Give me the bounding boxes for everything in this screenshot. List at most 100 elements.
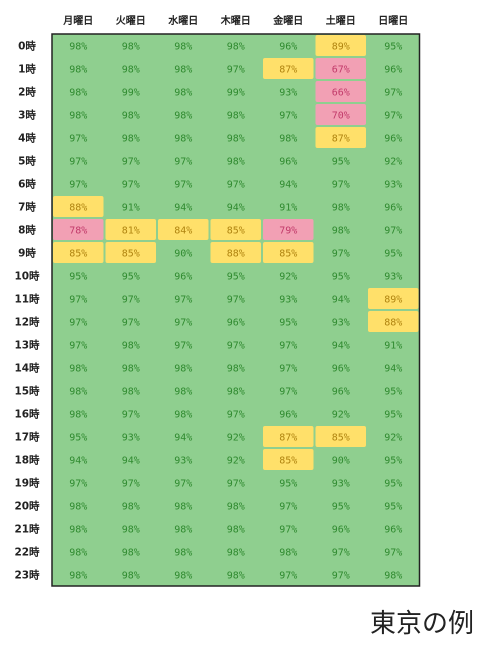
heatmap-cell-highlight [263, 219, 314, 240]
heatmap-cell-value: 92% [227, 433, 245, 444]
row-label: 19時 [14, 477, 40, 490]
heatmap-cell-value: 95% [279, 479, 297, 490]
row-label: 15時 [14, 385, 40, 398]
heatmap-cell-value: 95% [69, 272, 87, 283]
heatmap-cell-value: 81% [122, 226, 140, 237]
row-label: 4時 [18, 132, 36, 145]
heatmap-cell-value: 96% [384, 65, 402, 76]
heatmap-cell-value: 97% [69, 341, 87, 352]
heatmap-cell-value: 97% [279, 341, 297, 352]
heatmap-cell-value: 98% [122, 548, 140, 559]
heatmap-cell-value: 67% [332, 65, 350, 76]
heatmap-cell-value: 98% [174, 364, 192, 375]
heatmap-cell-value: 93% [384, 180, 402, 191]
heatmap-cell-value: 66% [332, 88, 350, 99]
heatmap-cell-value: 97% [69, 295, 87, 306]
heatmap-cell-value: 97% [122, 180, 140, 191]
heatmap-cell-value: 99% [227, 88, 245, 99]
heatmap-cell-value: 94% [174, 433, 192, 444]
heatmap-cell-value: 98% [227, 387, 245, 398]
heatmap-cell-value: 98% [279, 134, 297, 145]
row-label: 7時 [18, 201, 36, 214]
heatmap-cell-value: 98% [279, 548, 297, 559]
heatmap-cell-value: 99% [122, 88, 140, 99]
heatmap-cell-value: 93% [279, 295, 297, 306]
caption-text: 東京の例 [369, 609, 474, 639]
heatmap-cell-value: 92% [384, 157, 402, 168]
column-header: 土曜日 [326, 14, 356, 27]
heatmap-cell-highlight [315, 127, 366, 148]
row-label: 6時 [18, 178, 36, 191]
column-header: 水曜日 [167, 14, 198, 27]
heatmap-cell-value: 95% [122, 272, 140, 283]
row-label: 17時 [14, 431, 40, 444]
heatmap-cell-value: 87% [279, 433, 297, 444]
heatmap-cell-value: 98% [69, 65, 87, 76]
heatmap-cell-value: 98% [174, 525, 192, 536]
heatmap-cell-value: 97% [69, 180, 87, 191]
row-label: 9時 [18, 247, 36, 260]
heatmap-cell-value: 95% [332, 272, 350, 283]
heatmap-cell-value: 97% [227, 341, 245, 352]
heatmap-cell-highlight [315, 58, 366, 79]
column-header: 金曜日 [272, 14, 303, 27]
heatmap-cell-value: 98% [122, 42, 140, 53]
heatmap-border [51, 33, 421, 587]
heatmap-cell-value: 98% [69, 111, 87, 122]
heatmap-cell-value: 92% [279, 272, 297, 283]
heatmap-cell-value: 88% [69, 203, 87, 214]
heatmap-cell-highlight [263, 58, 314, 79]
row-label: 11時 [14, 293, 40, 306]
heatmap-cell-value: 98% [122, 134, 140, 145]
heatmap-cell-value: 98% [174, 134, 192, 145]
heatmap-cell-value: 94% [174, 203, 192, 214]
heatmap-cell-value: 85% [279, 456, 297, 467]
heatmap-cell-value: 94% [69, 456, 87, 467]
row-label: 14時 [14, 362, 40, 375]
heatmap-cell-value: 97% [174, 341, 192, 352]
heatmap-cell-value: 96% [384, 525, 402, 536]
heatmap-cell-value: 98% [69, 42, 87, 53]
row-label: 23時 [14, 569, 40, 582]
row-label: 20時 [14, 500, 40, 513]
row-label: 0時 [18, 40, 36, 53]
heatmap-cell-value: 98% [174, 410, 192, 421]
heatmap-cell-value: 98% [227, 111, 245, 122]
heatmap-cell-value: 94% [279, 180, 297, 191]
heatmap-cell-value: 90% [332, 456, 350, 467]
heatmap-cell-value: 97% [174, 157, 192, 168]
heatmap-cell-value: 89% [332, 42, 350, 53]
heatmap-cell-value: 97% [279, 502, 297, 513]
heatmap-cell-highlight [53, 242, 104, 263]
heatmap-cell-value: 97% [69, 134, 87, 145]
heatmap-cell-value: 94% [384, 364, 402, 375]
heatmap-cell-highlight [315, 81, 366, 102]
heatmap-cell-value: 98% [227, 571, 245, 582]
heatmap-cell-value: 98% [69, 410, 87, 421]
heatmap-cell-value: 95% [384, 479, 402, 490]
heatmap-cell-value: 97% [174, 479, 192, 490]
heatmap-cell-value: 97% [122, 157, 140, 168]
heatmap-cell-value: 89% [384, 295, 402, 306]
heatmap-cell-value: 93% [122, 433, 140, 444]
heatmap-cell-value: 98% [384, 571, 402, 582]
heatmap-cell-value: 96% [279, 42, 297, 53]
heatmap-cell-value: 98% [332, 203, 350, 214]
heatmap-cell-value: 96% [332, 387, 350, 398]
heatmap-cell-value: 87% [332, 134, 350, 145]
heatmap-cell-value: 98% [69, 571, 87, 582]
heatmap-cell-value: 97% [384, 88, 402, 99]
heatmap-cell-value: 98% [174, 88, 192, 99]
row-label: 18時 [14, 454, 40, 467]
heatmap-cell-value: 97% [384, 548, 402, 559]
heatmap-cell-value: 93% [174, 456, 192, 467]
heatmap-cell-value: 93% [384, 272, 402, 283]
heatmap-cell-highlight [368, 288, 419, 309]
heatmap-cell-value: 91% [384, 341, 402, 352]
heatmap-cell-value: 97% [332, 548, 350, 559]
heatmap-cell-value: 98% [227, 548, 245, 559]
row-label: 22時 [14, 546, 40, 559]
heatmap-cell-value: 95% [384, 42, 402, 53]
availability-heatmap: 月曜日 火曜日 水曜日 木曜日 金曜日 土曜日 日曜日 0時 98% 98% 98% 98% 96% 89… [14, 14, 421, 587]
heatmap-cell-value: 97% [227, 65, 245, 76]
